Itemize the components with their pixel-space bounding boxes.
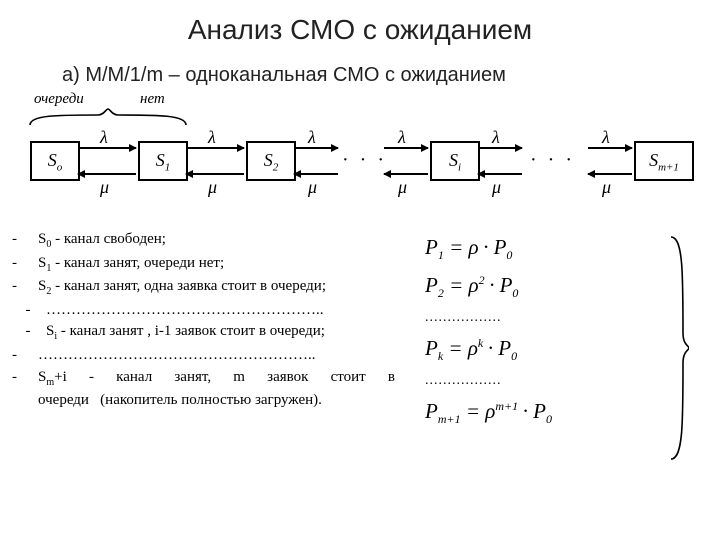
brace-label-left: очереди bbox=[34, 91, 84, 108]
lambda-4: λ bbox=[398, 127, 406, 148]
eq-pm1: Pm+1 = ρm+1·P0 bbox=[425, 393, 685, 431]
arrow-bot-4 bbox=[384, 173, 428, 175]
eq-p2: P2 = ρ2·P0 bbox=[425, 267, 685, 305]
brace-icon bbox=[28, 107, 188, 127]
equations: P1 = ρ·P0 P2 = ρ2·P0 ................. P… bbox=[425, 229, 685, 431]
brace-label-right: нет bbox=[140, 91, 165, 108]
arrow-top-5 bbox=[478, 147, 522, 149]
mu-4: μ bbox=[398, 177, 407, 198]
mu-1: μ bbox=[100, 177, 109, 198]
brace-right-icon bbox=[667, 233, 689, 463]
lambda-1: λ bbox=[100, 127, 108, 148]
mu-3: μ bbox=[308, 177, 317, 198]
desc-ell1: ……………………………………………….. bbox=[46, 300, 395, 322]
eq-pk: Pk = ρk·P0 bbox=[425, 330, 685, 368]
mu-5: μ bbox=[492, 177, 501, 198]
dots-1: · · · bbox=[342, 149, 387, 172]
state-sm1: Sm+1 bbox=[634, 141, 694, 181]
desc-si: Si - канал занят , i-1 заявок стоит в оч… bbox=[46, 321, 395, 345]
state-s1: S1 bbox=[138, 141, 188, 181]
arrow-bot-2 bbox=[186, 173, 244, 175]
arrow-top-6 bbox=[588, 147, 632, 149]
state-diagram: очереди нет So S1 S2 Si Sm+1 · · · · · ·… bbox=[10, 97, 710, 217]
lambda-3: λ bbox=[308, 127, 316, 148]
state-s0: So bbox=[30, 141, 80, 181]
mu-2: μ bbox=[208, 177, 217, 198]
lambda-6: λ bbox=[602, 127, 610, 148]
lambda-2: λ bbox=[208, 127, 216, 148]
lambda-5: λ bbox=[492, 127, 500, 148]
arrow-bot-3 bbox=[294, 173, 338, 175]
eq-dots-2: ................. bbox=[425, 368, 685, 393]
arrow-top-4 bbox=[384, 147, 428, 149]
arrow-bot-6 bbox=[588, 173, 632, 175]
eq-dots-1: ................. bbox=[425, 305, 685, 330]
page-title: Анализ СМО с ожиданием bbox=[0, 14, 720, 46]
mu-6: μ bbox=[602, 177, 611, 198]
dots-2: · · · bbox=[530, 149, 575, 172]
desc-s1: S1 - канал занят, очереди нет; bbox=[38, 253, 395, 277]
eq-p1: P1 = ρ·P0 bbox=[425, 229, 685, 267]
arrow-top-3 bbox=[294, 147, 338, 149]
desc-s2: S2 - канал занят, одна заявка стоит в оч… bbox=[38, 276, 395, 300]
desc-s0: S0 - канал свободен; bbox=[38, 229, 395, 253]
desc-sm: Sm+i - канал занят, m заявок стоит в оче… bbox=[38, 367, 395, 412]
arrow-bot-5 bbox=[478, 173, 522, 175]
desc-ell2: ……………………………………………….. bbox=[38, 345, 395, 367]
state-si: Si bbox=[430, 141, 480, 181]
state-s2: S2 bbox=[246, 141, 296, 181]
subtitle: а) M/M/1/m – одноканальная СМО с ожидани… bbox=[62, 64, 720, 87]
state-descriptions: -S0 - канал свободен; -S1 - канал занят,… bbox=[10, 229, 395, 412]
arrow-bot-1 bbox=[78, 173, 136, 175]
